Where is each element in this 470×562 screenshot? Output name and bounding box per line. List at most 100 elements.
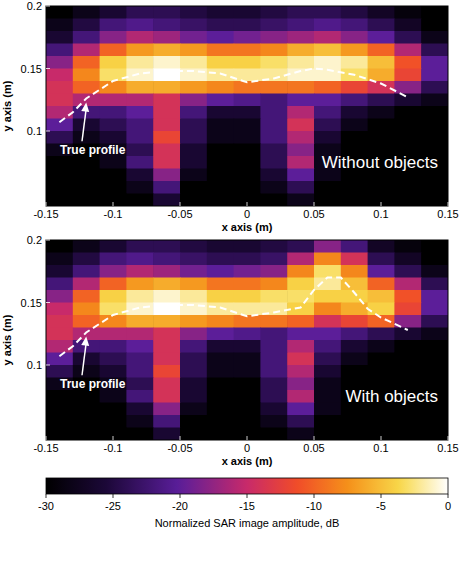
heat-cell <box>100 194 127 207</box>
heat-cell <box>368 253 395 266</box>
heat-cell <box>287 428 314 441</box>
heat-cell <box>421 119 448 132</box>
heat-cell <box>368 415 395 428</box>
heat-cell <box>73 19 100 32</box>
heat-cell <box>180 119 207 132</box>
heat-cell <box>207 31 234 44</box>
heat-cell <box>153 278 180 291</box>
x-tick <box>180 436 181 440</box>
heat-cell <box>153 240 180 253</box>
heat-cell <box>314 378 341 391</box>
x-tick-label: 0 <box>244 208 250 220</box>
heat-cell <box>180 253 207 266</box>
x-tick-label: -0.15 <box>33 208 58 220</box>
heat-cell <box>73 156 100 169</box>
y-tick-label: 0.15 <box>21 297 42 309</box>
heat-cell <box>153 265 180 278</box>
heat-cell <box>234 6 261 19</box>
heat-cell <box>260 6 287 19</box>
heat-cell <box>314 390 341 403</box>
x-axis-title: x axis (m) <box>222 455 273 467</box>
heat-cell <box>234 19 261 32</box>
x-tick-label: -0.05 <box>167 442 192 454</box>
heat-cell <box>314 303 341 316</box>
heat-cell <box>314 119 341 132</box>
heat-cell <box>153 144 180 157</box>
heat-cell <box>46 415 73 428</box>
plot-frame <box>46 6 448 206</box>
heat-cell <box>180 94 207 107</box>
heat-cell <box>314 31 341 44</box>
heat-cell <box>341 81 368 94</box>
heat-cell <box>73 278 100 291</box>
heat-cell <box>100 119 127 132</box>
heat-cell <box>314 131 341 144</box>
heat-cell <box>394 353 421 366</box>
heat-cell <box>287 265 314 278</box>
heat-cell <box>100 6 127 19</box>
heat-cell <box>153 390 180 403</box>
heat-cell <box>100 290 127 303</box>
heat-cell <box>100 328 127 341</box>
heat-cell <box>260 156 287 169</box>
heat-cell <box>341 6 368 19</box>
colorbar-tick <box>247 494 248 498</box>
y-tick-label: 0.15 <box>21 63 42 75</box>
heat-cell <box>287 194 314 207</box>
heat-cell <box>207 144 234 157</box>
heat-cell <box>341 240 368 253</box>
heat-cell <box>234 390 261 403</box>
heat-cell <box>207 328 234 341</box>
heat-cell <box>287 19 314 32</box>
heat-cell <box>100 31 127 44</box>
heat-cell <box>46 156 73 169</box>
heat-cell <box>73 31 100 44</box>
heat-cell <box>314 194 341 207</box>
colorbar-tick <box>381 494 382 498</box>
heat-cell <box>126 144 153 157</box>
panel-title: Without objects <box>322 153 438 172</box>
heat-cell <box>368 94 395 107</box>
colorbar-label: Normalized SAR image amplitude, dB <box>155 517 340 529</box>
colorbar-tick-label: -20 <box>172 500 188 512</box>
heat-cell <box>46 290 73 303</box>
heat-cell <box>100 69 127 82</box>
annotation-arrowhead <box>81 103 89 112</box>
colorbar-tick <box>113 494 114 498</box>
heat-cell <box>421 315 448 328</box>
heat-cell <box>73 428 100 441</box>
heat-cell <box>180 403 207 416</box>
heat-cell <box>207 253 234 266</box>
heat-cell <box>100 278 127 291</box>
heat-cell <box>368 328 395 341</box>
heat-cell <box>73 240 100 253</box>
heat-cell <box>207 390 234 403</box>
heat-cell <box>341 340 368 353</box>
heat-cell <box>260 131 287 144</box>
x-tick <box>448 202 449 206</box>
x-tick-label: 0.15 <box>437 442 458 454</box>
heat-cell <box>368 240 395 253</box>
heat-cell <box>341 265 368 278</box>
heat-cell <box>287 131 314 144</box>
heat-cell <box>341 365 368 378</box>
heat-cell <box>314 353 341 366</box>
heat-cell <box>394 119 421 132</box>
y-axis-title: y axis (m) <box>1 80 13 131</box>
heat-cell <box>180 265 207 278</box>
annotation: True profile <box>60 377 126 391</box>
heat-cell <box>153 378 180 391</box>
heat-cell <box>341 181 368 194</box>
heat-cell <box>46 353 73 366</box>
heat-cell <box>394 56 421 69</box>
heat-cell <box>153 81 180 94</box>
heat-cell <box>260 44 287 57</box>
heat-cell <box>126 240 153 253</box>
x-tick-label: 0.1 <box>373 208 388 220</box>
heat-cell <box>287 119 314 132</box>
heat-cell <box>153 131 180 144</box>
heat-cell <box>153 106 180 119</box>
heat-cell <box>46 119 73 132</box>
heat-cell <box>73 169 100 182</box>
heat-cell <box>126 415 153 428</box>
